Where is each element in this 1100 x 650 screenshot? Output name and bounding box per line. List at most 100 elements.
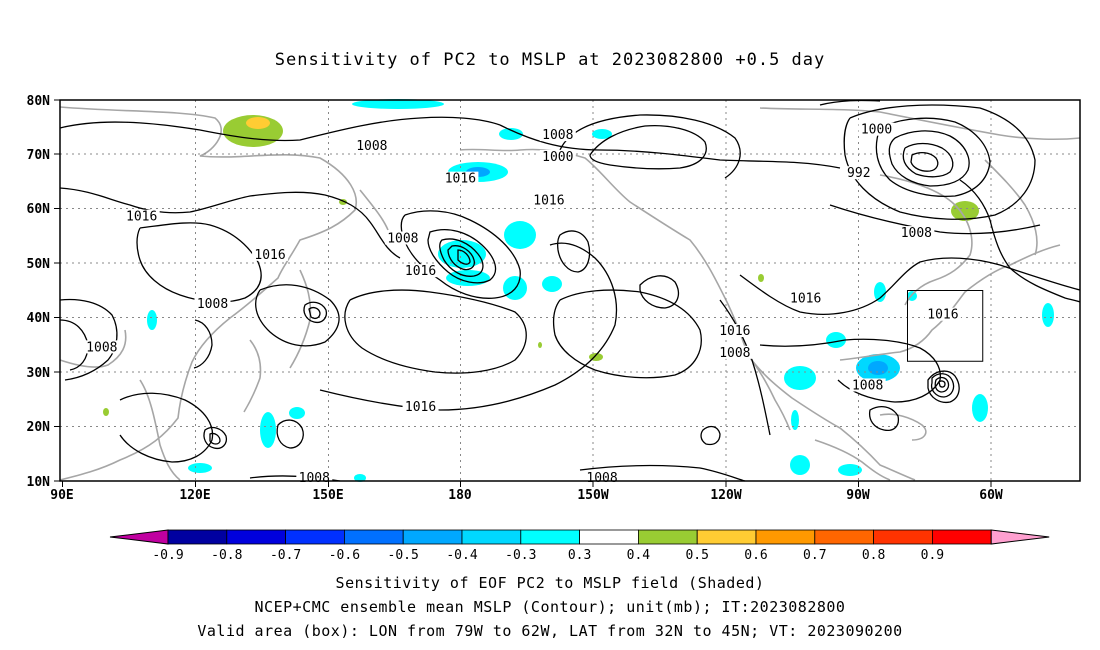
contour-label: 1008	[586, 471, 617, 486]
coastline	[814, 439, 891, 481]
colorbar-label: -0.9	[152, 548, 183, 563]
shade-patch	[868, 361, 888, 375]
colorbar	[109, 529, 1050, 545]
colorbar-labels: -0.9 -0.8 -0.7 -0.6 -0.5 -0.4 -0.3 0.3 0.4 0.5 0.6…	[152, 548, 944, 563]
lat-label: 50N	[27, 257, 51, 272]
coastline	[59, 106, 357, 481]
colorbar-low-end	[109, 529, 169, 545]
contour-line	[344, 289, 527, 374]
colorbar-segment	[461, 529, 522, 545]
colorbar-segment	[343, 529, 404, 545]
colorbar-label: -0.8	[211, 548, 242, 563]
contour-line	[255, 284, 340, 347]
colorbar-label: 0.7	[803, 548, 826, 563]
contour-label: 1008	[197, 297, 228, 312]
lon-label: 120W	[710, 488, 741, 503]
shade-patch	[972, 394, 988, 422]
lat-axis-labels: 80N 70N 60N 50N 40N 30N 20N 10N	[27, 94, 51, 490]
contour-line	[59, 298, 118, 381]
contour-label-bg	[849, 378, 886, 392]
colorbar-label: -0.6	[329, 548, 360, 563]
contour-line	[553, 289, 702, 379]
contour-label: 1016	[790, 291, 821, 306]
contour-label: 1016	[445, 172, 476, 187]
shade-patch	[246, 117, 270, 129]
contour-label: 1008	[387, 232, 418, 247]
contour-label-bg	[83, 340, 120, 354]
shade-patch	[352, 99, 444, 109]
contour-line	[276, 419, 304, 449]
contour-line	[457, 249, 471, 265]
shade-patch	[592, 129, 612, 139]
coastline	[139, 379, 181, 481]
colorbar-segment	[873, 529, 933, 545]
lat-label: 60N	[27, 202, 51, 217]
contour-label: 1016	[927, 308, 958, 323]
contour-line	[875, 117, 991, 198]
contour-line	[739, 257, 1081, 315]
shade-patch	[446, 270, 490, 286]
coastline	[984, 159, 1038, 256]
lon-label: 150W	[577, 488, 608, 503]
contour-label-bg	[844, 166, 873, 180]
contour-labels: 1008 1008 1000 1000 992 1016 1016 1016 1008 1016 1…	[83, 122, 961, 486]
colorbar-segment	[226, 529, 287, 545]
contour-line	[927, 370, 960, 404]
contour-label-bg	[402, 400, 439, 414]
contour-line	[59, 187, 401, 259]
caption-line-1: Sensitivity of EOF PC2 to MSLP field (Sh…	[335, 574, 765, 592]
colorbar-segment	[520, 529, 580, 545]
shade-patch	[538, 342, 542, 348]
contour-line	[209, 432, 221, 445]
contour-line	[938, 380, 946, 388]
caption-line-3: Valid area (box): LON from 79W to 62W, L…	[197, 622, 903, 640]
contour-label-bg	[442, 171, 479, 185]
contour-label: 1008	[86, 340, 117, 355]
axis-ticks	[54, 99, 992, 487]
contour-label: 1008	[901, 226, 932, 241]
contour-line	[843, 104, 1036, 220]
colorbar-segment	[579, 529, 639, 545]
colorbar-segment	[932, 529, 992, 545]
contour-line	[759, 338, 941, 403]
contour-label-bg	[716, 345, 753, 359]
coastline	[359, 189, 389, 231]
contour-line	[203, 426, 228, 450]
shade-patch	[147, 310, 157, 330]
contour-label: 1016	[405, 264, 436, 279]
contour-line	[193, 319, 213, 369]
coastline	[879, 413, 927, 441]
contour-label: 1016	[126, 210, 157, 225]
coastline	[59, 329, 127, 368]
colorbar-segment	[167, 529, 228, 545]
contour-label: 1016	[405, 400, 436, 415]
contour-label-bg	[787, 291, 824, 305]
shade-patch	[951, 201, 979, 221]
contour-label-bg	[539, 128, 576, 142]
contour-label-bg	[530, 193, 567, 207]
colorbar-segment	[285, 529, 345, 545]
contour-label-bg	[924, 307, 961, 321]
colorbar-segment	[402, 529, 463, 545]
colorbar-label: 0.4	[627, 548, 651, 563]
shade-patch	[826, 332, 846, 348]
contour-line	[59, 116, 501, 142]
lat-label: 30N	[27, 366, 51, 381]
contour-label-bg	[898, 226, 935, 240]
contour-line	[427, 229, 497, 284]
contour-label: 1008	[719, 346, 750, 361]
contour-label: 1016	[254, 248, 285, 263]
contour-line	[559, 114, 741, 179]
lon-label: 120E	[179, 488, 210, 503]
shade-patch	[1042, 303, 1054, 327]
shade-patch	[758, 274, 764, 282]
contour-line	[59, 319, 89, 371]
contour-label-bg	[252, 247, 289, 261]
shade-patch	[542, 276, 562, 292]
contour-label-bg	[194, 296, 231, 310]
contour-line	[868, 405, 900, 432]
contour-label: 1008	[542, 128, 573, 143]
shade-patch	[838, 464, 862, 476]
lat-label: 70N	[27, 148, 51, 163]
